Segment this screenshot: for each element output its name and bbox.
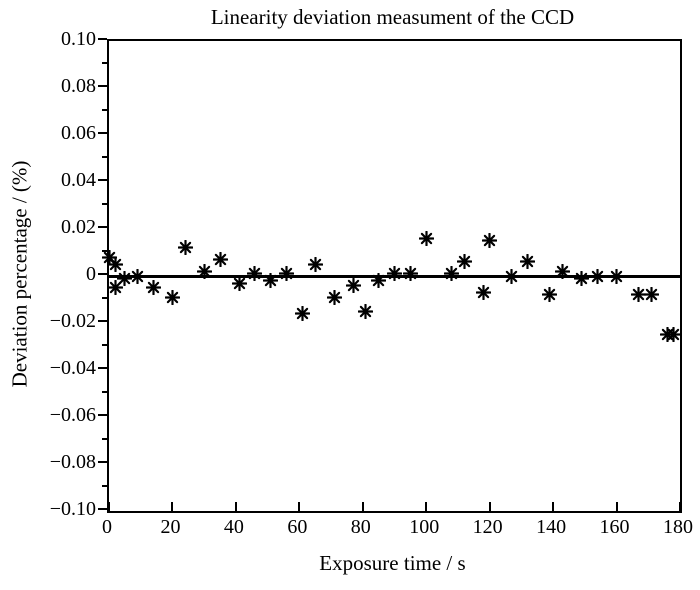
data-point-marker [107,256,124,273]
data-point-marker [177,239,193,256]
data-point-marker [630,286,647,303]
data-point-marker [196,263,212,280]
y-axis-tick [98,508,107,510]
data-point-marker [326,289,343,305]
x-axis-tick [552,502,555,511]
y-axis-minor-tick [102,390,107,393]
y-tick-label: −0.06 [49,404,96,426]
x-tick-label: 100 [409,516,440,538]
data-point-marker [554,263,571,280]
data-point-marker [307,256,323,273]
data-point-marker [608,268,625,284]
y-axis-tick [98,414,107,416]
y-axis-tick [98,273,107,275]
x-tick-label: 180 [663,516,693,538]
y-axis-tick [98,179,107,181]
data-point-marker [402,265,419,282]
y-tick-label: −0.02 [49,310,96,332]
x-tick-label: 0 [102,516,112,538]
y-tick-label: 0.10 [61,28,96,50]
x-axis-title: Exposure time / s [319,551,466,575]
x-tick-label: 20 [160,516,181,538]
x-axis-tick [615,502,618,511]
x-tick-label: 80 [350,516,371,538]
data-point-marker [212,251,228,268]
x-axis-tick [171,502,174,511]
data-point-marker [145,279,162,296]
y-axis-minor-tick [102,202,107,205]
x-tick-label: 120 [472,516,503,538]
y-axis-tick [98,85,107,87]
y-tick-label: 0 [86,263,96,285]
y-axis-tick [98,38,107,40]
data-point-marker [643,286,660,303]
x-axis-tick [425,502,428,511]
data-point-marker [443,265,460,282]
y-tick-label: 0.06 [61,122,96,144]
y-tick-label: 0.02 [61,216,96,238]
y-tick-label: −0.04 [49,357,96,379]
x-tick-label: 60 [287,516,308,538]
y-tick-label: −0.10 [49,498,96,520]
y-axis-tick [98,132,107,134]
y-axis-minor-tick [102,108,107,111]
data-point-marker [386,265,403,282]
data-point-marker [278,265,295,282]
y-tick-label: −0.08 [49,451,96,473]
chart-title: Linearity deviation measument of the CCD [210,5,575,29]
x-tick-label: 160 [599,516,630,538]
x-axis-tick [679,502,681,511]
y-axis-tick [98,320,107,322]
data-point-marker [164,289,181,305]
x-axis-tick [108,502,110,511]
y-axis-tick [98,226,107,228]
data-point-marker [231,275,247,291]
data-point-marker [481,232,498,249]
data-point-marker [107,279,124,296]
y-axis-minor-tick [102,249,107,252]
data-point-marker [345,277,362,294]
x-axis-tick [488,502,491,511]
y-axis-minor-tick [102,343,107,346]
data-point-marker [247,265,263,282]
data-point-marker [418,230,435,247]
data-point-marker [262,272,279,289]
x-axis-tick [234,502,237,511]
x-axis-tick [361,502,364,511]
data-point-marker [504,268,520,284]
x-tick-label: 140 [536,516,567,538]
data-point-marker [542,286,558,303]
data-point-marker [358,303,374,320]
x-axis-tick [298,502,301,511]
data-point-marker [456,254,473,270]
y-axis-minor-tick [102,296,107,299]
y-tick-label: 0.04 [61,169,96,191]
x-tick-label: 40 [223,516,244,538]
y-axis-minor-tick [102,155,107,158]
data-point-marker [665,326,682,343]
y-axis-minor-tick [102,61,107,64]
y-axis-tick [98,461,107,463]
data-point-marker [519,254,536,270]
data-point-marker [129,268,146,284]
y-axis-tick [98,367,107,369]
plot-area [101,39,682,513]
data-point-marker [475,284,492,301]
y-axis-minor-tick [102,437,107,440]
data-point-marker [294,305,311,322]
data-point-marker [370,272,387,289]
data-point-marker [117,270,133,287]
y-tick-label: 0.08 [61,75,96,97]
data-point-marker [589,268,606,284]
y-axis-minor-tick [102,484,107,487]
data-point-marker [573,270,590,287]
